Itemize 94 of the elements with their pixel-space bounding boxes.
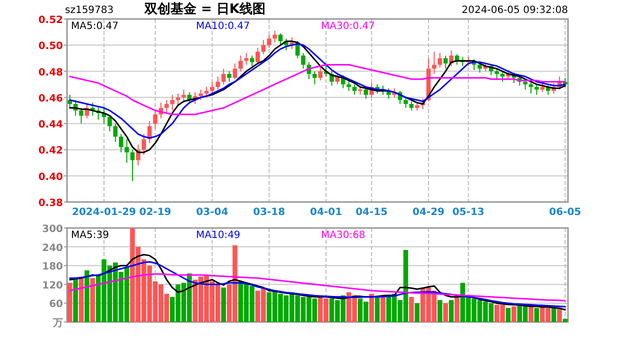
bar (221, 288, 226, 322)
candlestick (153, 110, 158, 130)
candlestick (312, 70, 317, 85)
bar (380, 296, 386, 322)
candlestick (198, 89, 203, 101)
candlestick (108, 115, 112, 132)
x-tick-label: 05-13 (452, 207, 484, 218)
candlestick (494, 68, 499, 80)
candlestick (443, 55, 448, 70)
candlestick (118, 134, 124, 153)
candlestick (358, 85, 362, 96)
bar (512, 306, 516, 322)
candlestick (432, 51, 436, 74)
y-tick-label: 0.38 (38, 198, 64, 209)
bar (557, 308, 562, 322)
candlestick (142, 134, 146, 156)
y-tick-label: 240 (42, 242, 64, 254)
candlestick (216, 76, 220, 90)
y-tick-label: 0.46 (38, 93, 64, 104)
text: MA5:0.47 (71, 21, 118, 32)
candlestick (256, 47, 260, 64)
candlestick (210, 81, 214, 96)
candlestick (352, 84, 357, 96)
bar (67, 282, 72, 322)
text: MA5:39 (71, 230, 109, 241)
text: MA10:0.47 (196, 21, 250, 32)
candlestick (534, 84, 539, 96)
x-tick-label: 03-18 (253, 207, 286, 218)
candlestick (318, 66, 323, 81)
candlestick (164, 100, 169, 114)
x-tick-label: 03-04 (196, 207, 228, 218)
bar (73, 278, 78, 322)
candlestick (227, 70, 232, 82)
bar (534, 308, 540, 322)
candlestick (404, 96, 408, 108)
chart-title: 双创基金 = 日K线图 (143, 2, 266, 17)
candlestick (278, 32, 283, 46)
candlestick (182, 89, 186, 104)
bar (528, 306, 534, 322)
y-tick-label: 0.50 (38, 41, 64, 52)
bar (551, 308, 556, 322)
x-tick-label: 04-01 (310, 207, 342, 218)
bar (443, 303, 448, 322)
text: MA10:49 (196, 230, 240, 241)
bar (454, 296, 460, 322)
candlestick (170, 94, 174, 111)
y-tick-label: 180 (42, 262, 64, 273)
y-tick-label: 60 (49, 299, 64, 310)
x-tick-label: 04-15 (356, 207, 388, 218)
y-tick-label: 0.40 (38, 172, 64, 183)
x-tick-label: 2024-01-29 (72, 207, 136, 218)
line-series (69, 64, 566, 116)
text: 2024-06-05 09:32:08 (462, 5, 568, 16)
candlestick (301, 52, 306, 70)
candlestick (244, 52, 248, 66)
text: MA30:68 (321, 230, 366, 241)
candlestick (272, 30, 277, 44)
bar (506, 308, 511, 322)
y-tick-label: 0.42 (38, 146, 64, 157)
y-tick-label: 0.48 (38, 67, 64, 78)
y-tick-label: 万 (52, 318, 63, 329)
candlestick (124, 138, 129, 164)
candlestick (438, 52, 442, 68)
bar (448, 300, 454, 322)
bar (369, 294, 374, 322)
candlestick (409, 100, 414, 111)
candlestick (238, 55, 243, 72)
y-tick-label: 0.52 (38, 15, 64, 26)
candlestick (261, 39, 266, 55)
text: MA30:0.47 (321, 21, 375, 32)
y-tick-label: 120 (42, 280, 64, 292)
bar (84, 270, 90, 322)
x-tick-label: 06-05 (549, 207, 582, 218)
y-tick-label: 300 (42, 224, 64, 235)
candlestick (250, 55, 254, 67)
candlestick (346, 80, 351, 92)
line-series (69, 254, 566, 311)
bar (374, 296, 380, 322)
x-tick-label: 04-29 (412, 207, 445, 218)
bar (414, 303, 420, 322)
line-series (69, 261, 566, 308)
chart-subtitle: sz159783 (65, 5, 114, 16)
candlestick (232, 62, 238, 80)
candlestick (113, 123, 118, 142)
bar (438, 300, 442, 322)
candlestick (540, 82, 545, 93)
candlestick (79, 107, 84, 124)
bar (409, 296, 414, 322)
x-tick-label: 02-19 (139, 207, 172, 218)
bar (562, 318, 568, 322)
y-tick-label: 0.44 (38, 120, 64, 131)
bar (90, 278, 96, 322)
candlestick (266, 34, 272, 48)
line-series (69, 273, 566, 302)
